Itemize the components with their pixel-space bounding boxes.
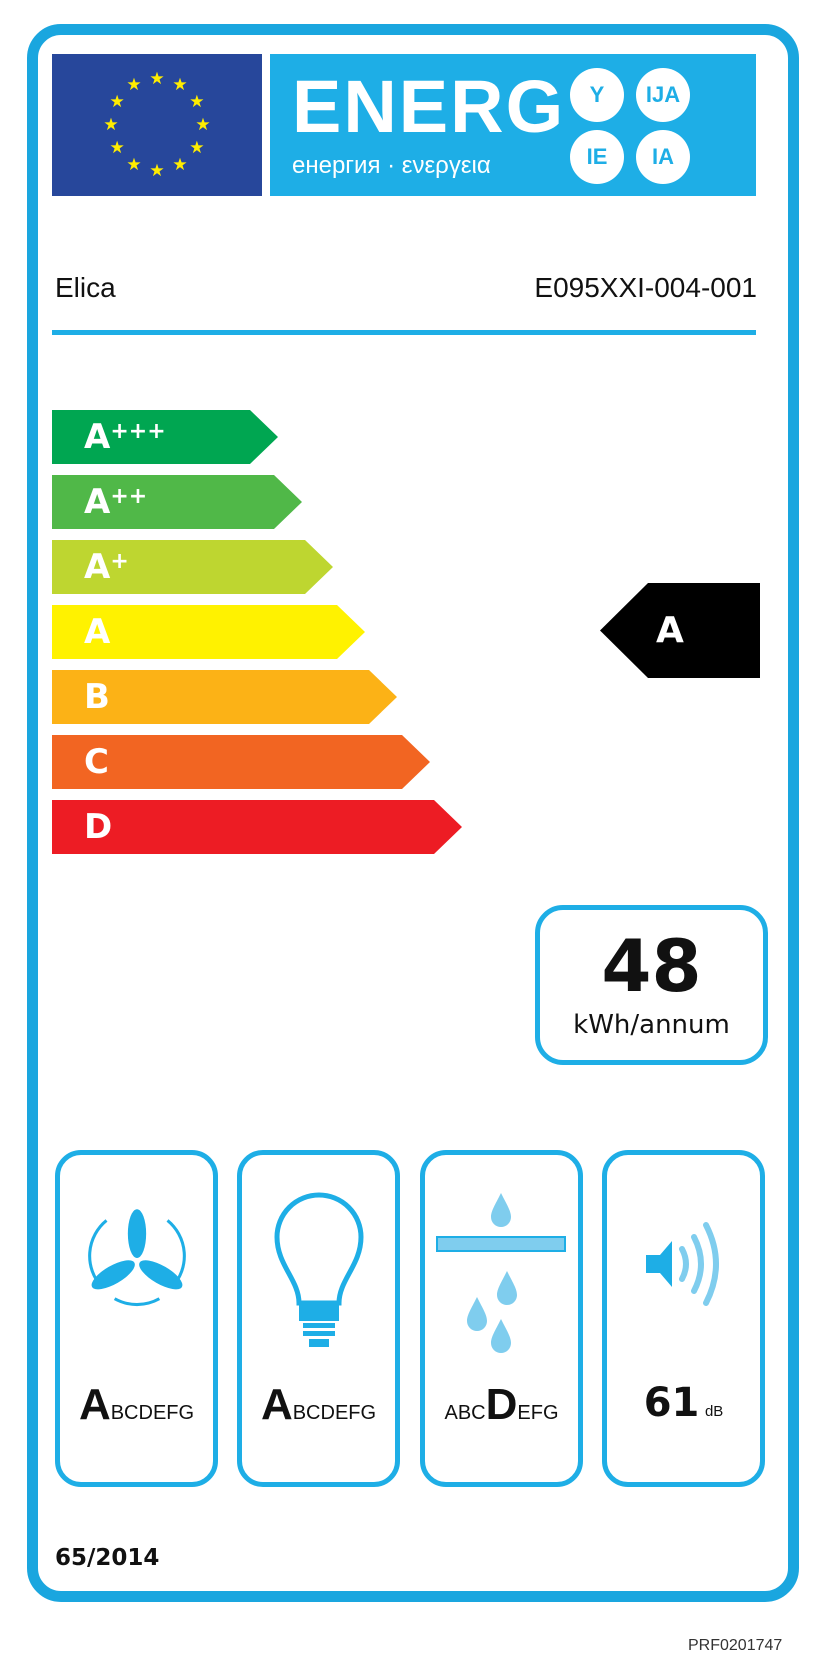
energy-class-value: A xyxy=(656,610,684,651)
efficiency-class-bar: A + xyxy=(52,540,333,594)
class-letter: A xyxy=(84,482,111,522)
suffix-badge: IA xyxy=(636,130,690,184)
divider xyxy=(52,330,756,335)
grease-filter-icon xyxy=(436,1193,566,1353)
efficiency-class-bar: A ++ xyxy=(52,475,302,529)
label-frame xyxy=(27,24,799,1602)
efficiency-class-bar: D xyxy=(52,800,462,854)
star: ★ xyxy=(189,138,204,158)
eu-stars-icon: ★ ★★★★★★★★★★★ xyxy=(103,69,210,181)
suffix-badge: IE xyxy=(570,130,624,184)
noise-value: 61 dB xyxy=(643,1380,724,1426)
energ-subtitle: енергия · ενεργεια xyxy=(292,152,491,179)
efficiency-class-bar: A +++ xyxy=(52,410,278,464)
class-plus: ++ xyxy=(110,483,148,509)
star: ★ xyxy=(149,161,164,181)
light-bulb-icon xyxy=(274,1192,364,1347)
energy-consumption-box: 48 kWh/annum xyxy=(535,905,768,1065)
class-plus: +++ xyxy=(110,418,166,444)
efficiency-class-bar: A xyxy=(52,605,365,659)
class-letter: B xyxy=(84,677,110,717)
star: ★ xyxy=(110,138,125,158)
class-scale: ABCDEFG xyxy=(260,1380,377,1429)
suffix-badge: Y xyxy=(570,68,624,122)
speaker-icon xyxy=(646,1222,719,1306)
noise-level-box: 61 dB xyxy=(602,1150,765,1487)
star: ★ xyxy=(110,92,125,112)
star: ★ xyxy=(195,115,210,135)
supplier-name: Elica xyxy=(55,272,116,303)
star: ★ xyxy=(172,75,187,95)
label-code: PRF0201747 xyxy=(688,1637,783,1654)
class-scale: ABCDEFG xyxy=(78,1380,195,1429)
fluid-dynamic-efficiency-box: ABCDEFG xyxy=(55,1150,218,1487)
star: ★ xyxy=(103,115,118,135)
energy-banner: ENERG енергия · ενεργεια Y IJA IE IA xyxy=(270,54,756,196)
star: ★ xyxy=(126,155,141,175)
consumption-unit: kWh/annum xyxy=(573,1010,730,1040)
energ-title: ENERG xyxy=(292,65,566,148)
star: ★ xyxy=(189,92,204,112)
grease-filtering-efficiency-box: ABCDEFG xyxy=(420,1150,583,1487)
efficiency-class-bar: C xyxy=(52,735,430,789)
star: ★ xyxy=(126,75,141,95)
class-plus: + xyxy=(110,548,129,574)
class-letter: A xyxy=(84,612,111,652)
eu-flag: ★ ★ ★ ★ ★ ★ ★ ★ ★ ★ ★ ★ xyxy=(52,54,262,196)
suffix-badge: IJA xyxy=(636,68,690,122)
regulation-number: 65/2014 xyxy=(55,1545,160,1571)
lighting-efficiency-box: ABCDEFG xyxy=(237,1150,400,1487)
class-letter: A xyxy=(84,547,111,587)
model-identifier: E095XXI-004-001 xyxy=(534,272,757,303)
fan-icon xyxy=(88,1209,186,1306)
class-letter: A xyxy=(84,417,111,457)
star: ★ xyxy=(172,155,187,175)
consumption-value: 48 xyxy=(601,924,702,1008)
efficiency-class-bar: B xyxy=(52,670,397,724)
class-scale: ABCDEFG xyxy=(444,1380,559,1429)
star: ★ xyxy=(149,69,164,89)
class-letter: D xyxy=(84,807,113,847)
class-letter: C xyxy=(84,742,109,782)
